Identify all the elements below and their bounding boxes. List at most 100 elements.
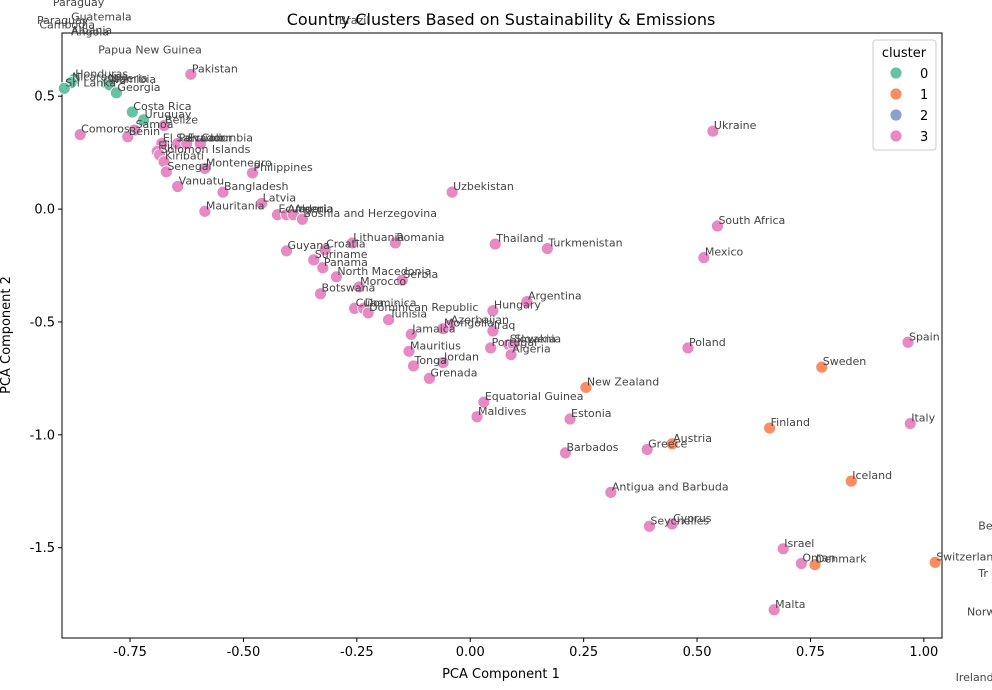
point-label: Bosnia and Herzegovina xyxy=(303,207,437,220)
data-point xyxy=(255,197,268,210)
point-label: Serbia xyxy=(403,268,438,281)
data-point xyxy=(445,185,459,199)
data-point xyxy=(681,341,695,355)
point-label: Malta xyxy=(775,598,805,611)
data-point xyxy=(604,485,618,499)
data-point xyxy=(345,236,359,250)
legend-marker xyxy=(889,66,903,80)
point-label: Samoa xyxy=(136,118,174,131)
point-label: Slovenia xyxy=(514,333,561,346)
data-point xyxy=(57,81,71,95)
point-label: Maldives xyxy=(478,405,527,418)
point-label: Solomon Islands xyxy=(161,143,251,156)
data-point xyxy=(763,421,777,435)
point-label: Jamaica xyxy=(411,322,455,335)
data-point xyxy=(665,437,679,451)
point-label: Finland xyxy=(771,416,810,429)
data-point xyxy=(402,344,416,358)
data-point xyxy=(137,113,151,127)
point-label: Antigua and Barbuda xyxy=(612,480,729,493)
chart-title: Country Clusters Based on Sustainability… xyxy=(287,10,716,29)
point-label: Kiribati xyxy=(165,150,204,163)
data-point xyxy=(486,304,500,318)
x-tick-label: 0.75 xyxy=(796,645,825,660)
point-label: Ukraine xyxy=(714,119,757,132)
point-label: Georgia xyxy=(117,81,160,94)
point-label: Seychelles xyxy=(650,514,709,527)
data-point xyxy=(193,137,207,151)
point-label: Albania xyxy=(71,24,112,37)
data-point xyxy=(794,557,808,570)
data-point xyxy=(314,287,327,301)
point-label: Lithuania xyxy=(353,231,404,244)
data-point xyxy=(318,243,332,257)
point-label: Suriname xyxy=(315,248,368,261)
point-label: Denmark xyxy=(816,553,867,566)
point-label: Iraq xyxy=(494,319,516,332)
point-label: Equatorial Guinea xyxy=(485,390,584,403)
point-label: Fiji xyxy=(158,140,173,153)
legend: cluster 0 1 2 3 xyxy=(872,39,937,151)
point-label: Paraguay xyxy=(37,14,89,27)
data-point xyxy=(157,119,171,132)
point-label: Norw xyxy=(967,605,992,618)
legend-marker xyxy=(889,87,903,101)
data-point xyxy=(767,603,781,617)
point-label: Ireland xyxy=(956,671,992,684)
point-label: Cambodia xyxy=(39,18,95,31)
data-point xyxy=(198,162,212,175)
data-point xyxy=(184,67,198,81)
x-tick-label: 0.25 xyxy=(569,645,598,660)
point-label: El Salvador xyxy=(163,132,225,145)
y-tick-label: -0.5 xyxy=(30,315,55,330)
y-axis-title: PCA Component 2 xyxy=(0,276,14,394)
data-point xyxy=(844,474,858,488)
x-tick-label: -0.25 xyxy=(340,645,374,660)
x-tick-label: 0.50 xyxy=(683,645,712,660)
legend-box xyxy=(872,39,937,151)
point-label: Cuba xyxy=(356,296,384,309)
y-tick-label: -1.0 xyxy=(30,428,55,443)
point-label: Mexico xyxy=(705,246,744,259)
data-point xyxy=(246,166,259,180)
point-label: Namibia xyxy=(111,73,157,86)
point-label: Turkmenistan xyxy=(547,237,622,250)
point-label: Greece xyxy=(648,438,687,451)
point-label: Barbados xyxy=(567,441,619,454)
point-label: Italy xyxy=(911,412,935,425)
point-label: Ecuador xyxy=(278,203,323,216)
point-label: Uzbekistan xyxy=(453,180,514,193)
point-label: Guyana xyxy=(288,239,330,252)
point-label: Romania xyxy=(396,231,444,244)
data-point xyxy=(903,417,917,430)
point-label: Portugal xyxy=(492,336,538,349)
point-label: Angola xyxy=(71,25,109,38)
point-label: New Zealand xyxy=(587,375,659,388)
point-label: Honduras xyxy=(75,67,128,80)
point-label: Algeria xyxy=(512,343,551,356)
x-tick-label: 0.00 xyxy=(456,645,485,660)
data-point xyxy=(125,105,139,119)
y-tick-label: 0.5 xyxy=(34,90,55,105)
data-point xyxy=(423,371,436,385)
point-label: Papua New Guinea xyxy=(98,43,202,56)
point-label: Switzerland xyxy=(936,550,992,563)
point-label: Poland xyxy=(689,336,726,349)
data-point xyxy=(198,204,212,218)
data-points xyxy=(57,67,942,617)
data-point xyxy=(171,180,185,193)
data-point xyxy=(928,555,942,569)
point-label: Brazil xyxy=(339,14,370,27)
data-point xyxy=(389,236,402,250)
point-label: North Macedonia xyxy=(337,265,431,278)
data-point xyxy=(73,128,87,141)
point-label: Uruguay xyxy=(145,108,192,121)
data-point xyxy=(640,443,654,456)
point-label: Colombia xyxy=(201,132,253,145)
data-point xyxy=(159,165,173,179)
point-label: Peru xyxy=(179,132,204,145)
data-point xyxy=(488,237,502,251)
point-label: Cyprus xyxy=(673,512,712,525)
data-point xyxy=(643,519,656,533)
